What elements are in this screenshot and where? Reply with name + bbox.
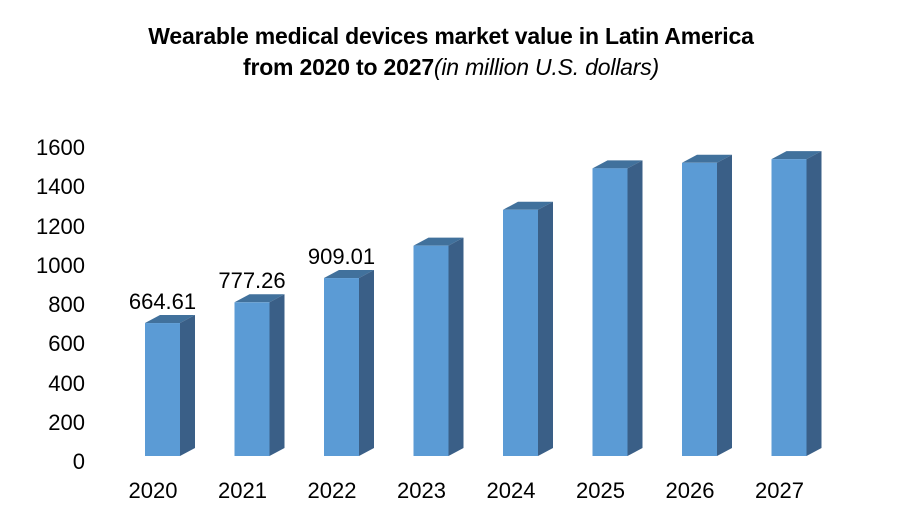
bar-2024-front-face xyxy=(503,209,538,456)
bar-2027-front-face xyxy=(771,159,807,456)
chart-title-line2-bold: from 2020 to 2027 xyxy=(243,54,434,80)
bar-2021-top-face xyxy=(234,294,285,303)
bar-2021-side-face xyxy=(269,294,285,456)
y-tick-label-1600: 1600 xyxy=(36,135,85,160)
bar-2024-top-face xyxy=(503,201,553,210)
bar-2023 xyxy=(413,237,464,456)
y-tick-label-600: 600 xyxy=(48,331,85,357)
bar-2022-top-face xyxy=(324,270,374,279)
y-tick-label-200: 200 xyxy=(48,409,85,435)
bar-2025-top-face xyxy=(592,160,643,169)
bar-2021 xyxy=(234,294,285,456)
data-label-2022: 909.01 xyxy=(307,244,376,270)
chart-title-line2-italic: (in million U.S. dollars) xyxy=(433,54,659,80)
x-axis-label-2026: 2026 xyxy=(665,478,715,503)
bar-2025 xyxy=(592,160,643,456)
x-axis-label-2025: 2025 xyxy=(576,478,625,503)
x-axis-label-2023: 2023 xyxy=(397,478,446,503)
bar-2025-front-face xyxy=(592,168,628,456)
bar-2020-top-face xyxy=(145,315,195,324)
y-tick-label-1000: 1000 xyxy=(36,252,85,278)
x-axis-label-2027: 2027 xyxy=(755,478,804,503)
bar-2020-front-face xyxy=(145,323,180,456)
y-tick-label-0: 0 xyxy=(72,449,85,474)
bar-2026-top-face xyxy=(682,154,732,163)
data-label-2020: 664.61 xyxy=(128,289,197,315)
x-axis-label-2022: 2022 xyxy=(307,478,357,503)
bar-2024 xyxy=(503,201,553,456)
bar-2025-side-face xyxy=(627,160,643,456)
chart-title: Wearable medical devices market value in… xyxy=(0,21,902,83)
data-label-2021: 777.26 xyxy=(218,268,286,294)
chart-title-line1: Wearable medical devices market value in… xyxy=(148,23,754,49)
y-tick-label-400: 400 xyxy=(48,370,85,396)
y-tick-label-800: 800 xyxy=(48,292,85,317)
chart-title-line2: from 2020 to 2027(in million U.S. dollar… xyxy=(0,52,902,83)
x-axis-label-2020: 2020 xyxy=(128,478,178,503)
x-axis-label-2024: 2024 xyxy=(486,478,536,503)
bar-2022-front-face xyxy=(324,278,359,456)
bar-2027 xyxy=(771,151,822,456)
y-tick-label-1200: 1200 xyxy=(36,213,85,239)
bar-2021-front-face xyxy=(234,302,270,456)
bar-2027-side-face xyxy=(806,151,822,456)
bar-2024-side-face xyxy=(538,201,553,456)
bar-2026 xyxy=(682,154,732,456)
y-tick-label-1400: 1400 xyxy=(36,174,85,200)
bar-2022-side-face xyxy=(359,270,374,456)
bar-2020 xyxy=(145,315,195,456)
bar-2023-side-face xyxy=(448,237,464,456)
bar-2027-top-face xyxy=(771,151,822,160)
bar-2022 xyxy=(324,270,374,456)
bar-2026-front-face xyxy=(682,162,717,456)
x-axis-label-2021: 2021 xyxy=(218,478,267,503)
bar-2023-front-face xyxy=(413,245,449,456)
bar-2020-side-face xyxy=(180,315,195,456)
bar-2026-side-face xyxy=(717,154,732,456)
bar-2023-top-face xyxy=(413,237,464,246)
